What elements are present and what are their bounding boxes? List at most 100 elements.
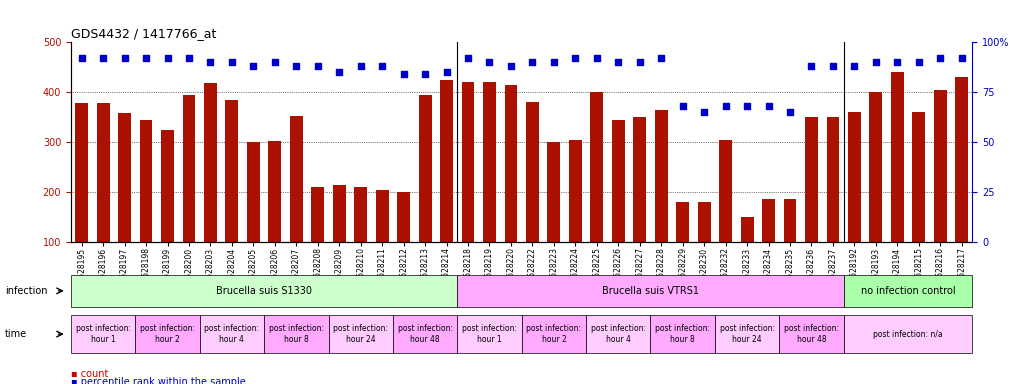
Point [417,71,434,77]
Bar [290,116,303,242]
Point [932,55,948,61]
Bar [827,117,840,242]
Text: post infection:
hour 24: post infection: hour 24 [333,324,388,344]
Text: post infection:
hour 1: post infection: hour 1 [462,324,517,344]
Point [782,109,798,115]
Point [395,71,411,77]
Point [203,59,219,65]
Point [288,63,304,69]
Point [460,55,476,61]
Point [138,55,154,61]
Text: no infection control: no infection control [861,286,955,296]
Text: post infection:
hour 4: post infection: hour 4 [205,324,259,344]
Point [889,59,906,65]
Point [825,63,841,69]
Bar [247,142,259,242]
Bar [612,120,625,242]
Text: post infection:
hour 8: post infection: hour 8 [268,324,324,344]
Bar [654,110,668,242]
Bar [890,72,904,242]
Point [953,55,969,61]
Bar [182,95,196,242]
Bar [805,117,817,242]
Point [525,59,541,65]
Point [331,69,347,75]
Point [803,63,820,69]
Text: ▪ count: ▪ count [71,369,108,379]
Point [717,103,733,109]
Bar [677,202,689,242]
Point [911,59,927,65]
Bar [547,142,560,242]
Point [374,63,390,69]
Text: post infection:
hour 2: post infection: hour 2 [527,324,581,344]
Text: time: time [5,329,27,339]
Bar [913,112,925,242]
Text: Brucella suis VTRS1: Brucella suis VTRS1 [602,286,699,296]
Text: Brucella suis S1330: Brucella suis S1330 [216,286,312,296]
Bar [462,82,474,242]
Point [868,59,884,65]
Bar [569,140,581,242]
Point [74,55,90,61]
Text: post infection:
hour 1: post infection: hour 1 [76,324,131,344]
Point [589,55,605,61]
Point [95,55,111,61]
Point [653,55,670,61]
Point [761,103,777,109]
Point [696,109,712,115]
Bar [698,202,710,242]
Bar [96,103,109,242]
Bar [311,187,324,242]
Bar [161,130,174,242]
Text: post infection:
hour 48: post infection: hour 48 [397,324,453,344]
Text: infection: infection [5,286,48,296]
Bar [119,113,131,242]
Bar [504,85,518,242]
Point [353,63,369,69]
Point [610,59,626,65]
Bar [591,92,604,242]
Bar [934,90,947,242]
Bar [483,82,496,242]
Bar [355,187,367,242]
Bar [762,200,775,242]
Bar [440,80,453,242]
Bar [333,185,345,242]
Text: GDS4432 / 1417766_at: GDS4432 / 1417766_at [71,26,217,40]
Text: post infection:
hour 48: post infection: hour 48 [784,324,839,344]
Point [439,69,455,75]
Bar [418,95,432,242]
Bar [268,141,282,242]
Point [502,63,519,69]
Point [224,59,240,65]
Text: post infection:
hour 8: post infection: hour 8 [655,324,710,344]
Bar [848,112,861,242]
Point [632,59,648,65]
Bar [226,100,238,242]
Point [116,55,133,61]
Bar [75,103,88,242]
Point [181,55,198,61]
Point [245,63,261,69]
Bar [869,92,882,242]
Bar [784,200,796,242]
Text: post infection:
hour 24: post infection: hour 24 [719,324,775,344]
Point [266,59,283,65]
Bar [397,192,410,242]
Text: post infection:
hour 4: post infection: hour 4 [591,324,646,344]
Bar [204,83,217,242]
Point [675,103,691,109]
Bar [633,117,646,242]
Point [481,59,497,65]
Bar [140,120,153,242]
Point [310,63,326,69]
Text: ▪ percentile rank within the sample: ▪ percentile rank within the sample [71,377,246,384]
Point [546,59,562,65]
Point [567,55,583,61]
Point [739,103,756,109]
Bar [719,140,732,242]
Text: post infection: n/a: post infection: n/a [873,329,943,339]
Point [846,63,862,69]
Bar [376,190,389,242]
